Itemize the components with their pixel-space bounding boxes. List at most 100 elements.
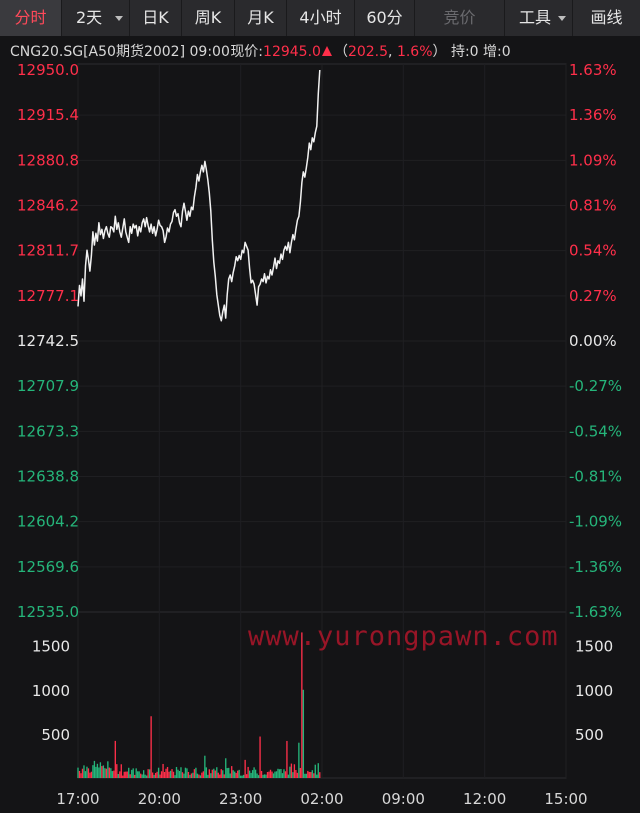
tab-2tian[interactable]: 2天 bbox=[62, 0, 130, 36]
volume-bar bbox=[102, 765, 105, 778]
tab-jingjia[interactable]: 竞价 bbox=[415, 0, 505, 36]
volume-bar bbox=[93, 760, 96, 778]
tab-rik-label: 日K bbox=[142, 8, 169, 27]
tab-gongju-label: 工具 bbox=[519, 8, 552, 27]
price-tick-label: 12535.0 bbox=[17, 603, 79, 621]
volume-bar bbox=[247, 766, 249, 778]
volume-bar bbox=[319, 772, 321, 778]
volume-bar bbox=[80, 773, 82, 778]
volume-bar bbox=[123, 771, 125, 778]
volume-bar bbox=[105, 768, 108, 778]
tab-rik[interactable]: 日K bbox=[130, 0, 182, 36]
volume-bar bbox=[268, 771, 270, 778]
percent-tick-label: 1.09% bbox=[569, 151, 617, 169]
volume-bar bbox=[154, 772, 157, 778]
volume-tick-label: 500 bbox=[575, 726, 604, 744]
increase-count: 增:0 bbox=[483, 44, 511, 60]
percent-tick-label: -1.09% bbox=[569, 513, 622, 531]
price-tick-label: 12950.0 bbox=[17, 61, 79, 79]
tab-yuek[interactable]: 月K bbox=[235, 0, 287, 36]
percent-tick-label: -0.81% bbox=[569, 468, 622, 486]
volume-bar bbox=[77, 767, 79, 778]
volume-tick-label: 1500 bbox=[575, 638, 613, 656]
volume-bar bbox=[316, 774, 318, 778]
volume-bar bbox=[251, 770, 254, 778]
volume-bar bbox=[295, 769, 297, 778]
volume-bar bbox=[229, 773, 231, 778]
volume-bar bbox=[277, 768, 279, 778]
volume-bar bbox=[292, 772, 294, 778]
volume-bar bbox=[175, 766, 178, 778]
volume-bar bbox=[120, 764, 122, 778]
time-tick-label: 17:00 bbox=[56, 790, 99, 808]
tab-zhouk[interactable]: 周K bbox=[182, 0, 235, 36]
volume-bar bbox=[128, 767, 130, 778]
volume-tick-label: 1000 bbox=[32, 682, 70, 700]
volume-bar bbox=[308, 771, 310, 778]
volume-bar bbox=[213, 768, 215, 778]
time-tick-label: 12:00 bbox=[463, 790, 506, 808]
tab-jingjia-label: 竞价 bbox=[443, 8, 476, 27]
volume-bar bbox=[248, 770, 251, 778]
price-tick-label: 12673.3 bbox=[17, 422, 79, 440]
current-price: 12945.0 bbox=[263, 44, 321, 60]
volume-bar bbox=[96, 763, 99, 778]
percent-tick-label: -0.54% bbox=[569, 422, 622, 440]
volume-bar bbox=[193, 769, 196, 778]
volume-bar bbox=[287, 774, 290, 778]
price-tick-label: 12777.1 bbox=[17, 287, 79, 305]
percent-tick-label: 1.63% bbox=[569, 61, 617, 79]
tab-2tian-label: 2天 bbox=[76, 8, 103, 27]
volume-bar bbox=[199, 775, 202, 778]
volume-bar bbox=[95, 766, 97, 778]
volume-bar bbox=[178, 771, 181, 778]
volume-bar bbox=[134, 774, 136, 778]
price-tick-label: 12707.9 bbox=[17, 377, 79, 395]
tab-fenshi-label: 分时 bbox=[14, 8, 47, 27]
tab-huaxian[interactable]: 画线 bbox=[573, 0, 640, 36]
volume-bar bbox=[234, 771, 236, 778]
volume-bar bbox=[131, 769, 133, 778]
price-tick-label: 12638.8 bbox=[17, 468, 79, 486]
volume-bar bbox=[168, 771, 170, 778]
volume-bar bbox=[205, 767, 208, 778]
volume-bar bbox=[239, 775, 242, 778]
tab-fenshi[interactable]: 分时 bbox=[0, 0, 62, 36]
volume-bar bbox=[186, 768, 188, 778]
volume-bar bbox=[138, 771, 140, 778]
position-count: 持:0 bbox=[450, 44, 479, 60]
volume-bar bbox=[98, 767, 100, 778]
volume-bar bbox=[156, 771, 158, 778]
volume-bar bbox=[260, 770, 263, 778]
volume-bar bbox=[272, 773, 275, 778]
tab-4h[interactable]: 4小时 bbox=[287, 0, 355, 36]
volume-bar bbox=[298, 742, 300, 778]
volume-bar bbox=[250, 772, 252, 778]
time-tick-label: 15:00 bbox=[544, 790, 587, 808]
volume-bar bbox=[135, 768, 137, 778]
volume-bar bbox=[126, 771, 128, 778]
volume-bar bbox=[299, 767, 302, 778]
volume-bar bbox=[281, 773, 284, 778]
volume-bar bbox=[89, 772, 91, 778]
volume-bar bbox=[157, 767, 160, 778]
tab-60m[interactable]: 60分 bbox=[355, 0, 415, 36]
volume-bar bbox=[241, 775, 243, 778]
volume-bar bbox=[302, 689, 305, 778]
volume-bar bbox=[78, 770, 81, 778]
volume-bar bbox=[198, 774, 200, 778]
volume-tick-label: 1500 bbox=[32, 638, 70, 656]
quote-info-bar: CNG20.SG[A50期货2002] 09:00 现价:12945.0 （202… bbox=[10, 41, 511, 61]
volume-bar bbox=[313, 773, 315, 778]
volume-bar bbox=[92, 765, 94, 778]
volume-bar bbox=[187, 771, 190, 778]
percent-tick-label: -0.27% bbox=[569, 377, 622, 395]
volume-bar bbox=[137, 771, 139, 778]
volume-bar bbox=[99, 762, 102, 778]
volume-bar bbox=[165, 768, 167, 778]
volume-bar bbox=[90, 771, 93, 778]
tab-gongju[interactable]: 工具 bbox=[505, 0, 573, 36]
volume-bar bbox=[181, 772, 184, 778]
volume-bar bbox=[195, 767, 197, 778]
price-line bbox=[77, 69, 321, 322]
